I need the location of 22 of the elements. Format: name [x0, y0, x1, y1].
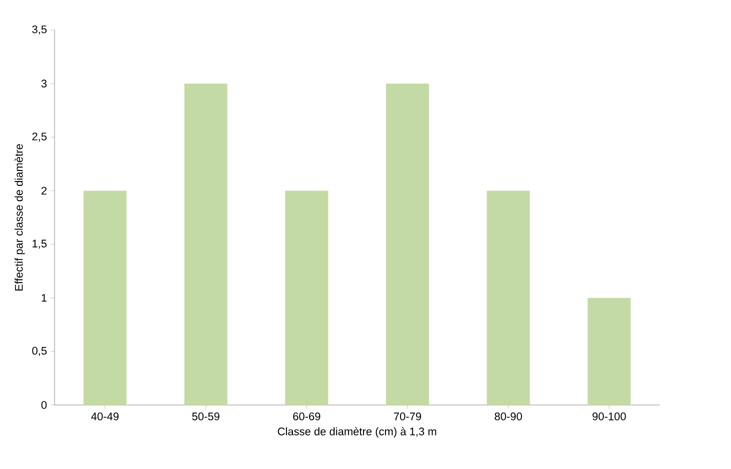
bar: [588, 298, 631, 405]
y-tick-label: 1: [42, 294, 47, 302]
x-tick-label: 60-69: [293, 412, 320, 420]
x-tick-label: 80-90: [494, 412, 522, 420]
x-axis-title: Classe de diamètre (cm) à 1,3 m: [278, 427, 436, 438]
y-tick-label: 2,5: [32, 132, 47, 142]
y-tick-label: 1,5: [32, 240, 47, 249]
x-tick-label: 40-49: [91, 412, 119, 420]
bar: [486, 190, 530, 405]
bar: [84, 190, 126, 405]
bar: [386, 84, 429, 405]
y-tick-label: 0: [41, 401, 47, 409]
x-tick-label: 50-59: [192, 412, 220, 420]
y-tick-label: 0,5: [32, 346, 47, 356]
y-tick-label: 2: [41, 186, 47, 195]
bar: [184, 84, 228, 405]
x-tick-label: 70-79: [394, 412, 422, 420]
bar: [285, 190, 328, 405]
y-tick-label: 3: [41, 80, 47, 88]
y-axis-title: Effectif par classe de diamètre: [14, 144, 25, 290]
y-tick-label: 3,5: [32, 25, 47, 35]
x-tick-label: 90-100: [592, 412, 626, 420]
